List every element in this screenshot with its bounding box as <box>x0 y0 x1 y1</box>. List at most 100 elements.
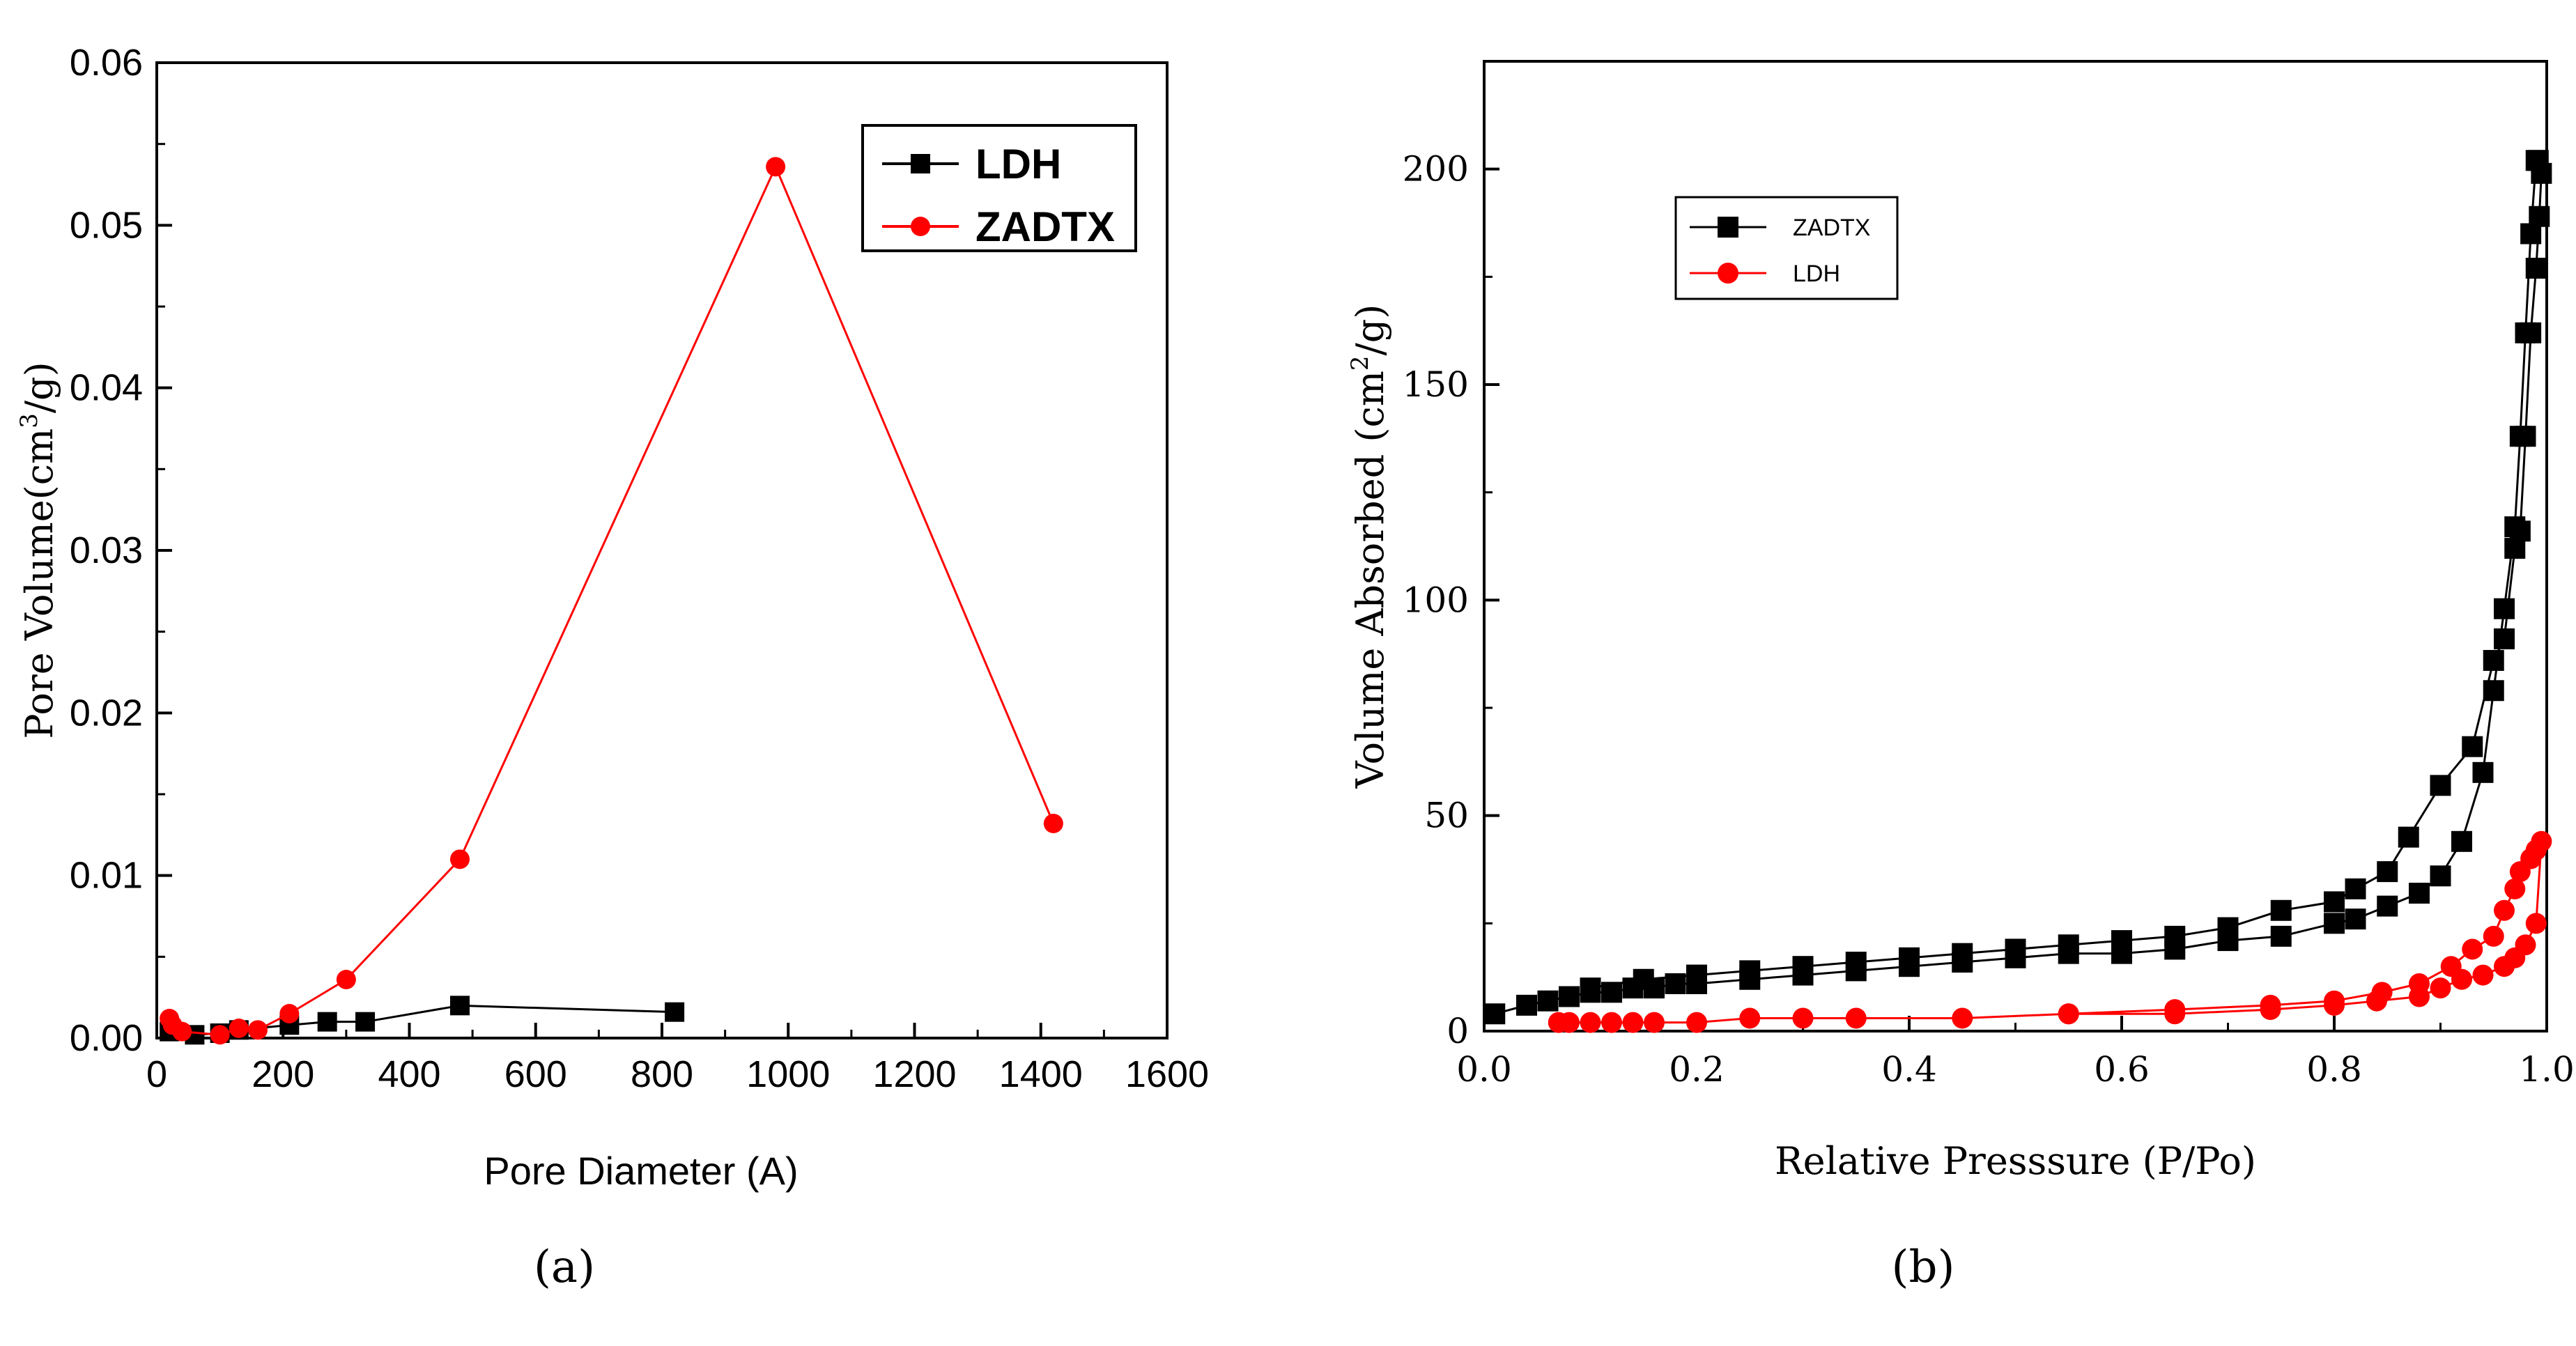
data-point-ldh <box>2409 973 2430 994</box>
legend-marker-ldh <box>1718 263 1738 284</box>
data-point-zadtx <box>1899 947 1920 968</box>
data-point-zadtx <box>1845 952 1867 973</box>
data-point-zadtx <box>2377 895 2398 917</box>
data-point-zadtx <box>2217 917 2239 938</box>
x-tick-label-b: 1.0 <box>2519 1049 2575 1090</box>
data-point-zadtx <box>2531 162 2552 184</box>
data-point-zadtx <box>2483 680 2504 702</box>
y-tick-label-b: 0 <box>1447 1011 1469 1051</box>
data-point-ldh <box>1739 1007 1761 1029</box>
x-tick-label-b: 0.8 <box>2306 1049 2362 1090</box>
data-point-zadtx <box>2515 426 2536 447</box>
data-point-zadtx <box>1952 943 1973 964</box>
y-tick-label-b: 100 <box>1403 580 1469 620</box>
data-point-ldh <box>665 1002 685 1022</box>
data-point-ldh <box>1601 1012 1622 1033</box>
x-tick-label-a: 1000 <box>746 1053 830 1095</box>
data-point-zadtx <box>2377 861 2398 883</box>
data-point-ldh <box>2494 899 2515 921</box>
data-point-ldh <box>1686 1012 1707 1033</box>
data-point-zadtx <box>1516 994 1537 1016</box>
data-point-ldh <box>355 1012 376 1032</box>
data-point-zadtx <box>1484 1003 1506 1025</box>
data-point-zadtx <box>2494 598 2515 619</box>
x-tick-label-b: 0.6 <box>2094 1049 2150 1090</box>
x-axis-title-b: Relative Presssure (P/Po) <box>1775 1139 2256 1183</box>
data-point-zadtx <box>336 970 356 989</box>
y-tick-label-a: 0.02 <box>70 692 143 734</box>
x-tick-label-a: 400 <box>378 1053 440 1095</box>
y-axis-title-b: Volume Absorbed (cm2/g) <box>1346 304 1392 789</box>
panel-label-b: (b) <box>1892 1241 1955 1293</box>
data-point-zadtx <box>2111 930 2132 952</box>
y-tick-label-a: 0.06 <box>70 42 143 84</box>
panel-b-chart: 0 50 100 150 200 0.0 0.2 0.4 0.6 0.8 1.0 Relative P… <box>1346 60 2575 1293</box>
data-point-ldh <box>2058 1003 2079 1025</box>
data-point-ldh <box>450 996 470 1016</box>
data-point-zadtx <box>2494 628 2515 650</box>
y-tick-label-b: 150 <box>1403 364 1469 405</box>
data-point-zadtx <box>229 1019 249 1038</box>
data-point-zadtx <box>279 1004 300 1023</box>
data-point-zadtx <box>2430 775 2451 796</box>
data-point-zadtx <box>1792 956 1814 977</box>
data-point-ldh <box>2260 994 2281 1016</box>
data-point-zadtx <box>1559 986 1580 1007</box>
data-point-ldh <box>2483 925 2504 947</box>
data-point-zadtx <box>172 1021 192 1042</box>
data-point-zadtx <box>2409 883 2430 904</box>
data-point-zadtx <box>2525 257 2547 279</box>
x-tick-label-a: 800 <box>631 1053 693 1095</box>
legend-label-ldh: LDH <box>975 141 1061 187</box>
legend-marker-zadtx <box>911 217 930 236</box>
data-point-zadtx <box>2483 649 2504 671</box>
data-point-zadtx <box>2451 830 2472 852</box>
panel-a-chart: 0.00 0.01 0.02 0.03 0.04 0.05 0.06 0 200 400 600 80… <box>15 42 1209 1293</box>
legend-box-a <box>861 124 1137 252</box>
x-axis-title-a: Pore Diameter (A) <box>484 1149 798 1193</box>
y-axis-title-a-sup: 3 <box>15 413 43 428</box>
series-line-zadtx <box>1494 159 2543 1015</box>
data-point-zadtx <box>450 849 470 869</box>
data-point-zadtx <box>2345 908 2366 930</box>
x-tick-label-a: 1600 <box>1125 1053 1209 1095</box>
legend-marker-ldh <box>911 154 930 173</box>
data-point-zadtx <box>2164 925 2186 947</box>
data-point-ldh <box>2462 938 2483 960</box>
legend-label-zadtx: ZADTX <box>1793 215 1870 241</box>
data-point-ldh <box>1580 1012 1601 1033</box>
y-tick-label-a: 0.01 <box>70 855 143 897</box>
data-point-zadtx <box>2270 899 2292 921</box>
y-tick-label-b: 50 <box>1424 796 1469 836</box>
data-point-zadtx <box>1665 973 1686 994</box>
x-tick-label-a: 1400 <box>999 1053 1083 1095</box>
y-tick-label-a: 0.04 <box>70 367 143 409</box>
legend-marker-zadtx <box>1718 217 1738 238</box>
data-point-zadtx <box>1601 982 1622 1003</box>
y-tick-label-b: 200 <box>1403 149 1469 189</box>
data-point-ldh <box>1952 1007 1973 1029</box>
legend-label-zadtx: ZADTX <box>975 203 1115 250</box>
data-point-zadtx <box>1633 968 1654 990</box>
series-line-zadtx <box>168 164 1055 1036</box>
data-point-zadtx <box>2462 736 2483 757</box>
data-point-ldh <box>2371 982 2393 1003</box>
data-point-zadtx <box>2324 891 2345 913</box>
data-point-ldh <box>1792 1007 1814 1029</box>
data-point-zadtx <box>248 1020 268 1040</box>
y-axis-title-b-suffix: /g) <box>1348 304 1392 356</box>
data-point-zadtx <box>2324 913 2345 934</box>
data-point-zadtx <box>2270 925 2292 947</box>
data-point-zadtx <box>766 157 786 177</box>
data-point-ldh <box>2504 878 2526 899</box>
data-point-zadtx <box>1580 977 1601 999</box>
data-point-ldh <box>2472 964 2494 986</box>
plot-frame-b <box>1483 60 2548 1032</box>
data-point-ldh <box>317 1012 337 1032</box>
data-point-zadtx <box>2398 826 2419 848</box>
y-tick-label-a: 0.05 <box>70 204 143 246</box>
data-point-ldh <box>2430 977 2451 999</box>
data-point-ldh <box>2515 934 2536 956</box>
data-point-zadtx <box>2005 938 2026 960</box>
